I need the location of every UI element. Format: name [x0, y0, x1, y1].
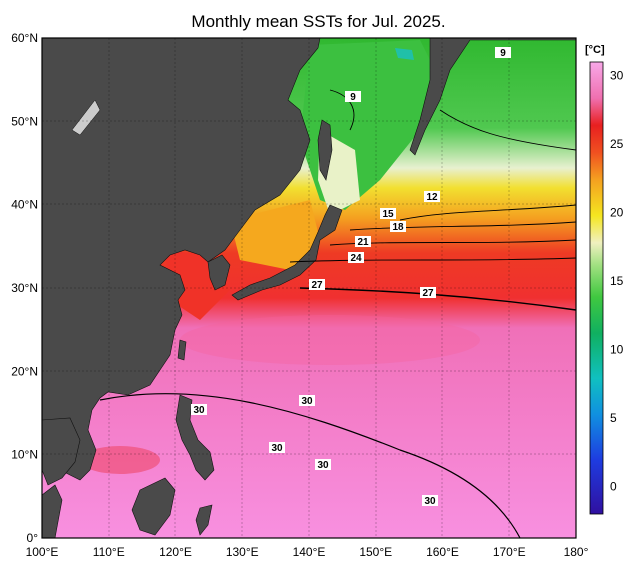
colorbar-tick-label: 5	[610, 411, 617, 425]
lon-tick-label: 180°	[564, 545, 589, 559]
contour-label: 27	[422, 288, 434, 299]
contour-label: 9	[350, 92, 356, 103]
isotherms	[99, 89, 577, 539]
lat-tick-label: 0°	[27, 531, 39, 545]
contour-label: 30	[271, 443, 283, 454]
colorbar-tick-label: 10	[610, 343, 624, 357]
contour-label-bg	[191, 404, 207, 415]
contour-label-bg	[390, 221, 406, 232]
colorbar-tick-label: 25	[610, 137, 624, 151]
contour-label: 24	[350, 253, 362, 264]
contour-label: 21	[357, 237, 369, 248]
lon-tick-label: 110°E	[93, 545, 125, 559]
lon-tick-label: 100°E	[26, 545, 59, 559]
lon-tick-label: 170°E	[493, 545, 526, 559]
contour-labels: 9 9 12 15 18 21 24 27 27 30 30 30 30 30	[191, 47, 511, 507]
map-title: Monthly mean SSTs for Jul. 2025.	[191, 12, 446, 31]
contour-label-bg	[309, 279, 325, 290]
colorbar-ticks: 30 25 20 15 10 5 0	[610, 69, 624, 494]
lat-tick-label: 10°N	[11, 448, 38, 462]
contour-label-bg	[380, 208, 396, 219]
contour-label-bg	[420, 287, 436, 298]
lat-axis: 60°N 50°N 40°N 30°N 20°N 10°N 0°	[11, 31, 38, 545]
map-frame	[41, 37, 577, 539]
contour-label: 9	[500, 48, 506, 59]
colorbar-unit: [°C]	[585, 44, 605, 56]
contour-label-bg	[269, 442, 285, 453]
lat-tick-label: 50°N	[11, 114, 38, 128]
colorbar-tick-label: 0	[610, 480, 617, 494]
contour-label-bg	[424, 191, 440, 202]
contour-label-bg	[299, 395, 315, 406]
colorbar-tick-label: 20	[610, 206, 624, 220]
contour-label-bg	[315, 459, 331, 470]
contour-label: 30	[424, 496, 436, 507]
lon-tick-label: 150°E	[359, 545, 392, 559]
lon-tick-label: 120°E	[159, 545, 192, 559]
contour-label: 30	[193, 405, 205, 416]
lon-tick-label: 140°E	[293, 545, 326, 559]
contour-label-bg	[495, 47, 511, 58]
colorbar	[589, 61, 604, 515]
contour-label: 15	[382, 209, 394, 220]
contour-label: 18	[392, 222, 404, 233]
lat-tick-label: 30°N	[11, 281, 38, 295]
lat-tick-label: 40°N	[11, 198, 38, 212]
contour-label: 27	[311, 280, 323, 291]
lat-tick-label: 60°N	[11, 31, 38, 45]
land	[42, 38, 576, 538]
graticule	[42, 38, 576, 538]
lon-axis: 100°E 110°E 120°E 130°E 140°E 150°E 160°E 170°E…	[26, 545, 589, 559]
contour-label-bg	[422, 495, 438, 506]
contour-label: 30	[301, 396, 313, 407]
colorbar-tick-label: 30	[610, 69, 624, 83]
lon-tick-label: 130°E	[226, 545, 259, 559]
lon-tick-label: 160°E	[426, 545, 459, 559]
contour-label-bg	[345, 91, 361, 102]
colorbar-tick-label: 15	[610, 274, 624, 288]
contour-label: 12	[426, 192, 438, 203]
contour-label-bg	[348, 252, 364, 263]
contour-label: 30	[317, 460, 329, 471]
contour-label-bg	[355, 236, 371, 247]
lat-tick-label: 20°N	[11, 364, 38, 378]
